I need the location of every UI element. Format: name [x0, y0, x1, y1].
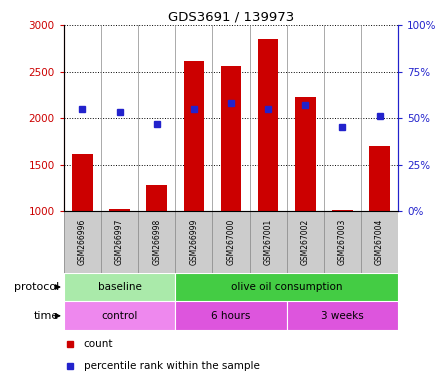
Bar — [249, 211, 287, 273]
Bar — [287, 301, 398, 330]
Bar — [175, 273, 398, 301]
Text: GSM266999: GSM266999 — [189, 219, 198, 265]
Bar — [258, 39, 279, 211]
Bar — [295, 97, 315, 211]
Text: olive oil consumption: olive oil consumption — [231, 282, 342, 292]
Bar — [64, 301, 175, 330]
Bar — [72, 154, 92, 211]
Bar — [324, 211, 361, 273]
Bar — [138, 211, 175, 273]
Bar — [64, 211, 101, 273]
Bar — [175, 301, 287, 330]
Bar — [332, 210, 353, 211]
Text: GSM266997: GSM266997 — [115, 219, 124, 265]
Text: 3 weeks: 3 weeks — [321, 311, 364, 321]
Bar — [370, 146, 390, 211]
Text: protocol: protocol — [14, 282, 59, 292]
Text: 6 hours: 6 hours — [211, 311, 251, 321]
Text: percentile rank within the sample: percentile rank within the sample — [84, 361, 260, 371]
Text: GSM267002: GSM267002 — [301, 219, 310, 265]
Bar — [109, 209, 130, 211]
Text: GSM267001: GSM267001 — [264, 219, 273, 265]
Bar — [64, 273, 175, 301]
Bar — [287, 211, 324, 273]
Text: GSM267003: GSM267003 — [338, 219, 347, 265]
Title: GDS3691 / 139973: GDS3691 / 139973 — [168, 11, 294, 24]
Text: control: control — [101, 311, 138, 321]
Bar — [175, 211, 213, 273]
Text: GSM267004: GSM267004 — [375, 219, 384, 265]
Text: time: time — [34, 311, 59, 321]
Bar — [101, 211, 138, 273]
Text: GSM266998: GSM266998 — [152, 219, 161, 265]
Text: count: count — [84, 339, 114, 349]
Bar — [183, 61, 204, 211]
Text: GSM266996: GSM266996 — [78, 219, 87, 265]
Bar — [361, 211, 398, 273]
Text: GSM267000: GSM267000 — [227, 219, 235, 265]
Text: baseline: baseline — [98, 282, 142, 292]
Bar — [221, 66, 241, 211]
Bar — [147, 185, 167, 211]
Bar — [213, 211, 249, 273]
